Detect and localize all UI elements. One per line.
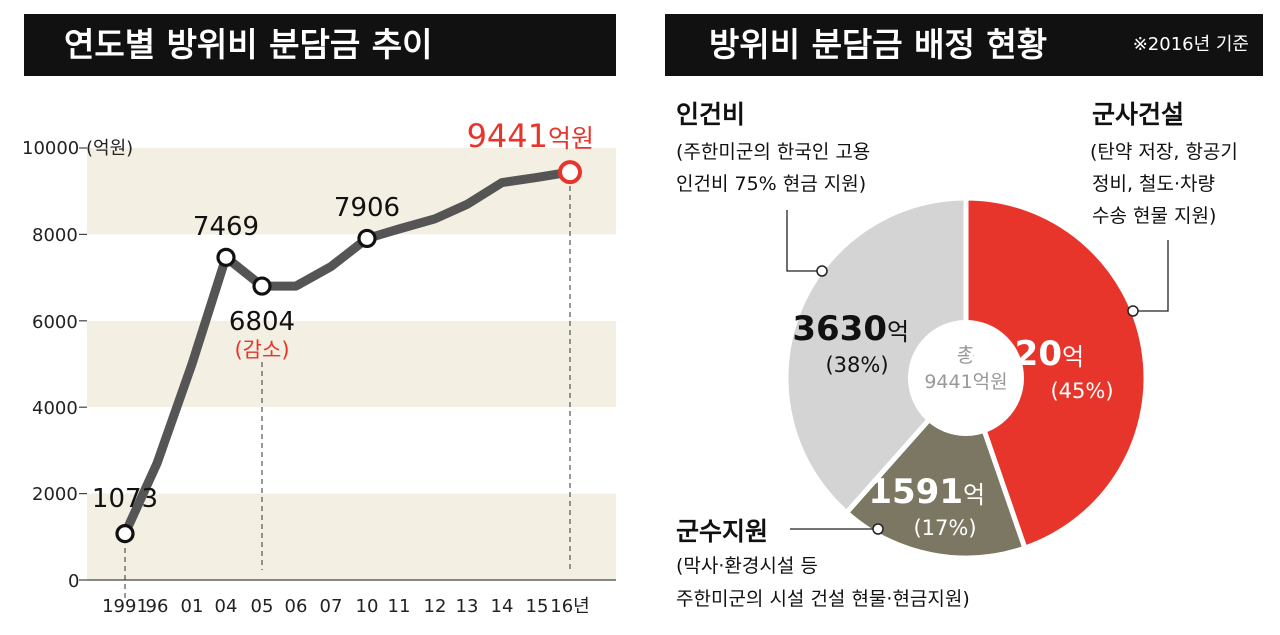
x-tick-label: 11 — [388, 596, 411, 617]
labor-percent: (38%) — [825, 353, 888, 377]
reference-dashes — [124, 186, 571, 600]
labor-amount: 3630 — [792, 309, 887, 349]
background-bands — [87, 148, 616, 580]
label-2016-unit: 억원 — [548, 124, 594, 153]
x-tick-label: 1991 — [102, 596, 148, 617]
x-tick-label: 12 — [424, 596, 447, 617]
military-amount: 4220 — [967, 334, 1062, 374]
x-tick-label: 96 — [146, 596, 169, 617]
military-leader-dot — [1127, 305, 1139, 317]
data-point-05 — [252, 276, 272, 296]
y-tick-10000: 10000 — [22, 138, 79, 159]
military-callout-line2: 정비, 철도·차량 — [1092, 173, 1215, 195]
pie-center-total-label: 총 — [957, 343, 975, 367]
y-tick-2000: 2000 — [32, 484, 78, 505]
support-amount: 1591 — [868, 472, 963, 512]
pie-chart: 총 9441억원 4220 억 (45%) 1591 억 (17%) 3630 … — [676, 100, 1238, 610]
slice-labor-cost — [783, 195, 969, 516]
y-tick-8000: 8000 — [32, 225, 78, 246]
labor-leader-line — [786, 210, 822, 272]
data-point-10 — [357, 228, 377, 249]
slice-military-construction — [963, 195, 1149, 551]
labor-callout-line2: 인건비 75% 현금 지원) — [676, 173, 866, 195]
band-1 — [87, 320, 616, 408]
label-2010: 7906 — [334, 193, 400, 223]
military-percent: (45%) — [1050, 379, 1113, 403]
military-leader-line — [1133, 240, 1169, 312]
y-axis-ticks — [79, 147, 87, 581]
pie-center-hole — [908, 320, 1024, 436]
support-callout-line2: 주한미군의 시설 건설 현물·현금지원) — [676, 588, 970, 610]
military-callout-line3: 수송 현물 지원) — [1092, 205, 1216, 227]
x-tick-label: 13 — [456, 596, 479, 617]
band-0 — [87, 148, 616, 235]
military-callout-title: 군사건설 — [1092, 100, 1184, 129]
support-percent: (17%) — [913, 516, 976, 540]
series-markers — [115, 160, 582, 544]
support-leader-dot — [872, 523, 884, 535]
data-point-16년 — [558, 160, 582, 185]
series-line — [120, 167, 575, 539]
support-amount-unit: 억 — [963, 481, 985, 509]
label-2016-value: 9441 — [467, 117, 548, 155]
x-tick-label: 05 — [251, 596, 274, 617]
x-tick-label: 16년 — [550, 596, 589, 617]
y-tick-6000: 6000 — [32, 312, 78, 333]
y-unit-label: (억원) — [86, 138, 133, 159]
military-callout-line1: (탄약 저장, 항공기 — [1090, 141, 1238, 163]
x-tick-label: 15 — [526, 596, 549, 617]
y-tick-4000: 4000 — [32, 398, 78, 419]
label-2005-decrease: (감소) — [234, 338, 289, 362]
band-2 — [87, 493, 616, 580]
x-tick-label: 06 — [285, 596, 308, 617]
data-point-1991 — [115, 524, 135, 544]
pie-chart-title-bar: 방위비 분담금 배정 현황 ※2016년 기준 — [665, 14, 1263, 76]
labor-callout-line1: (주한미군의 한국인 고용 — [676, 141, 870, 163]
label-2004: 7469 — [193, 212, 259, 242]
support-callout-title: 군수지원 — [676, 517, 768, 546]
x-tick-label: 07 — [320, 596, 343, 617]
line-chart-title: 연도별 방위비 분담금 추이 — [24, 14, 616, 76]
y-tick-0: 0 — [68, 571, 79, 592]
x-tick-label: 14 — [491, 596, 514, 617]
label-1991: 1073 — [92, 484, 158, 514]
x-tick-label: 04 — [215, 596, 238, 617]
labor-leader-dot — [816, 265, 828, 277]
labor-callout-title: 인건비 — [676, 100, 745, 129]
label-2005: 6804 — [229, 307, 295, 337]
pie-center-total-value: 9441억원 — [924, 371, 1007, 393]
data-point-04 — [216, 247, 236, 267]
support-callout-line1: (막사·환경시설 등 — [676, 555, 818, 577]
pie-chart-title: 방위비 분담금 배정 현황 — [709, 25, 1048, 64]
x-tick-label: 01 — [181, 596, 204, 617]
labor-amount-unit: 억 — [887, 318, 909, 346]
military-amount-unit: 억 — [1062, 343, 1084, 371]
reference-year-note: ※2016년 기준 — [1132, 34, 1249, 55]
x-tick-label: 10 — [356, 596, 379, 617]
